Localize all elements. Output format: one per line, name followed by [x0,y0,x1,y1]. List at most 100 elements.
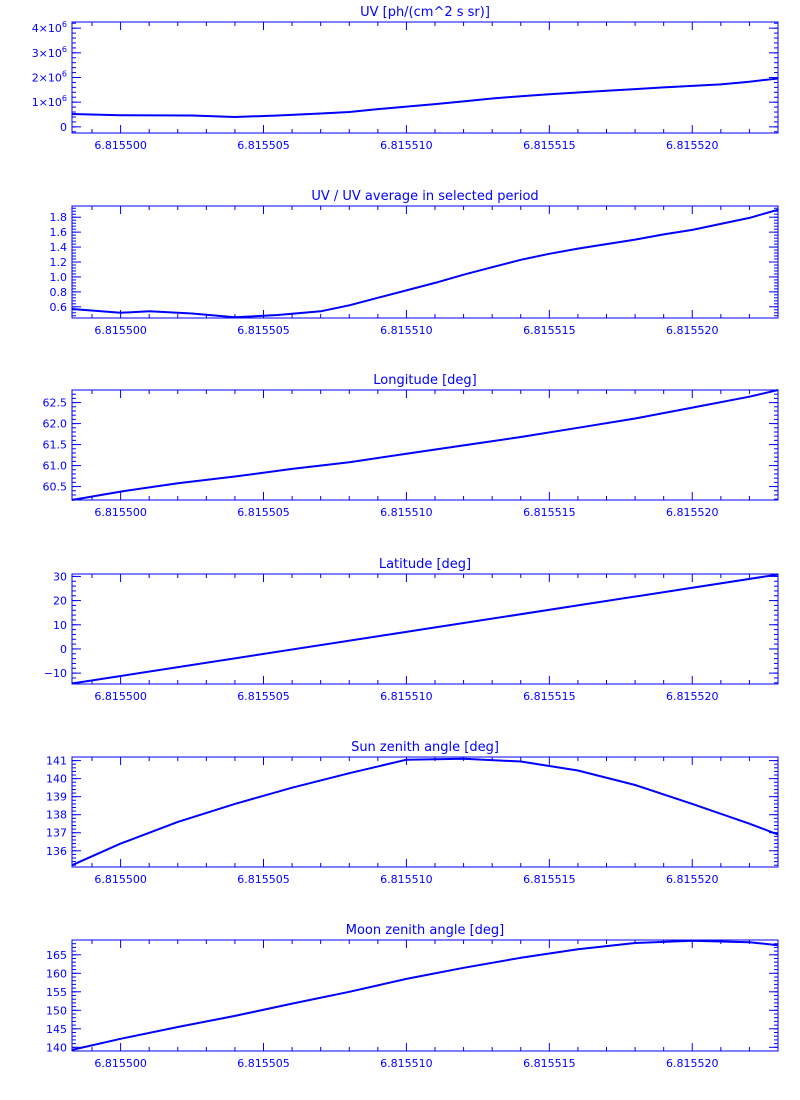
y-tick-label-text: 0 [60,643,67,656]
y-tick-label: 155 [46,986,67,999]
y-tick-label-exponent: 6 [62,20,67,29]
plot-frame [71,573,779,685]
y-tick-label: 140 [46,1041,67,1054]
panel-title: Latitude [deg] [379,557,471,572]
data-line [71,757,779,867]
y-tick-label-text: 141 [46,755,67,768]
y-tick-label: 30 [53,570,67,583]
y-tick-label: 0.6 [50,301,68,314]
x-tick-label: 6.815500 [94,873,147,886]
y-tick-label: −10 [44,667,67,680]
y-tick-label-text: 145 [46,1023,67,1036]
y-tick-label-text: 62.5 [43,397,68,410]
plot-frame [71,205,779,319]
y-tick-label-text: 0 [60,121,67,134]
x-tick-label: 6.815520 [666,1057,719,1070]
y-tick-label: 136 [46,845,67,858]
y-tick-label: 61.0 [43,460,68,473]
y-tick-label-text: 1.4 [50,241,68,254]
x-tick-label: 6.815515 [523,139,576,152]
panel-4: Latitude [deg] 6.815500 6.815505 6.815510 6.… [44,557,779,703]
y-tick-label-text: 61.0 [43,460,68,473]
y-tick-label-text: 0.6 [50,301,68,314]
y-tick-label: 62.5 [43,397,68,410]
y-tick-label-text: 1.2 [50,256,68,269]
y-tick-label-text: 165 [46,949,67,962]
y-tick-label-text: 1.8 [50,211,68,224]
panel-3: Longitude [deg] 6.815500 6.815505 6.815510 6… [43,373,779,519]
x-tick-label: 6.815520 [666,139,719,152]
y-tick-label-text: 20 [53,595,67,608]
x-tick-label: 6.815515 [523,690,576,703]
y-tick-label-text: 155 [46,986,67,999]
x-tick-label: 6.815520 [666,873,719,886]
panel-6: Moon zenith angle [deg] 6.815500 6.815505 6… [46,923,779,1070]
y-tick-label: 1×106 [32,94,67,109]
y-tick-label-text: 160 [46,967,67,980]
panel-5: Sun zenith angle [deg] 6.815500 6.815505 6.… [46,740,779,886]
y-tick-label: 20 [53,595,67,608]
y-tick-label: 1.4 [50,241,68,254]
y-tick-label-text: 60.5 [43,481,68,494]
y-tick-label-text: 3×10 [32,47,62,60]
x-tick-label: 6.815510 [380,1057,433,1070]
y-tick-label-text: 10 [53,619,67,632]
x-tick-label: 6.815500 [94,139,147,152]
y-tick-label-text: 62.0 [43,418,68,431]
x-tick-label: 6.815510 [380,690,433,703]
y-tick-label: 145 [46,1023,67,1036]
data-line [71,939,779,1051]
x-tick-label: 6.815505 [237,506,290,519]
panel-title: UV / UV average in selected period [311,189,538,204]
y-tick-label: 10 [53,619,67,632]
y-tick-label: 165 [46,949,67,962]
y-tick-label: 62.0 [43,418,68,431]
y-tick-label: 2×106 [32,70,67,85]
x-tick-label: 6.815520 [666,690,719,703]
y-tick-label: 1.2 [50,256,68,269]
y-tick-label-text: 136 [46,845,67,858]
y-tick-label: 139 [46,791,67,804]
y-tick-label-text: 140 [46,773,67,786]
y-tick-label-text: 1×10 [32,96,62,109]
y-tick-label: 0.8 [50,286,68,299]
y-tick-label: 60.5 [43,481,68,494]
x-tick-label: 6.815515 [523,873,576,886]
x-tick-label: 6.815510 [380,139,433,152]
y-tick-label: 140 [46,773,67,786]
y-tick-label-text: 61.5 [43,439,68,452]
x-tick-label: 6.815520 [666,324,719,337]
y-tick-label-text: 2×10 [32,72,62,85]
y-tick-label-text: 1.0 [50,271,68,284]
panel-2: UV / UV average in selected period 6.8155… [50,189,779,337]
y-tick-label: 141 [46,755,67,768]
x-tick-label: 6.815505 [237,324,290,337]
x-tick-label: 6.815505 [237,690,290,703]
y-tick-label: 150 [46,1004,67,1017]
y-tick-label: 137 [46,827,67,840]
panel-title: Moon zenith angle [deg] [346,923,504,938]
data-line [71,208,779,319]
y-tick-label: 1.6 [50,226,68,239]
x-tick-label: 6.815505 [237,873,290,886]
y-tick-label-text: −10 [44,667,67,680]
y-tick-label: 61.5 [43,439,68,452]
panel-title: Sun zenith angle [deg] [351,740,499,755]
x-tick-label: 6.815500 [94,506,147,519]
x-tick-label: 6.815500 [94,324,147,337]
plot-frame [71,756,779,868]
panel-1: UV [ph/(cm^2 s sr)] 6.815500 6.815505 6.815… [32,5,779,152]
x-tick-label: 6.815500 [94,1057,147,1070]
y-tick-label: 160 [46,967,67,980]
y-tick-label-exponent: 6 [62,94,67,103]
y-tick-label: 0 [60,121,67,134]
plot-frame [71,939,779,1052]
x-tick-label: 6.815515 [523,506,576,519]
panel-title: UV [ph/(cm^2 s sr)] [360,5,490,20]
x-tick-label: 6.815510 [380,506,433,519]
x-tick-label: 6.815505 [237,1057,290,1070]
x-tick-label: 6.815515 [523,1057,576,1070]
x-tick-label: 6.815500 [94,690,147,703]
panel-title: Longitude [deg] [373,373,476,388]
